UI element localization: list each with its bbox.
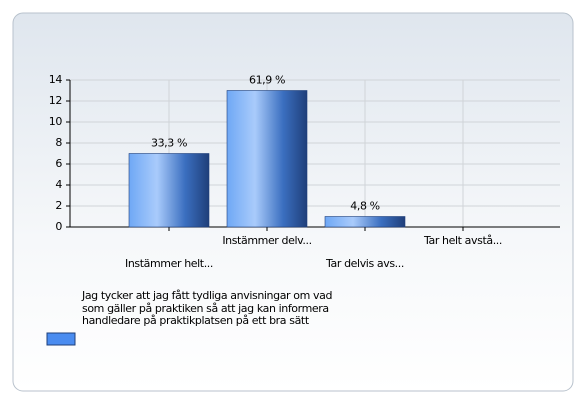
y-tick-label: 14 xyxy=(49,73,63,86)
value-label: 61,9 % xyxy=(249,74,285,87)
bar xyxy=(226,90,308,228)
x-tick-label: Instämmer helt... xyxy=(125,257,213,270)
value-label: 4,8 % xyxy=(350,200,379,213)
y-tick-label: 6 xyxy=(55,157,62,170)
bar xyxy=(128,153,210,228)
y-tick-label: 8 xyxy=(55,136,62,149)
value-label: 33,3 % xyxy=(151,137,187,150)
x-tick-label: Instämmer delv... xyxy=(222,234,311,247)
legend-swatch xyxy=(46,332,76,346)
y-tick-label: 2 xyxy=(55,199,62,212)
y-tick-label: 12 xyxy=(49,94,62,107)
legend-label: Jag tycker att jag fått tydliga anvisnin… xyxy=(82,289,333,327)
x-tick-label: Tar helt avstå... xyxy=(423,234,502,247)
y-tick-label: 10 xyxy=(49,115,63,128)
x-tick-label: Tar delvis avs... xyxy=(325,257,404,270)
y-tick-label: 4 xyxy=(55,178,62,191)
bar xyxy=(324,216,406,228)
y-tick-label: 0 xyxy=(55,220,62,233)
